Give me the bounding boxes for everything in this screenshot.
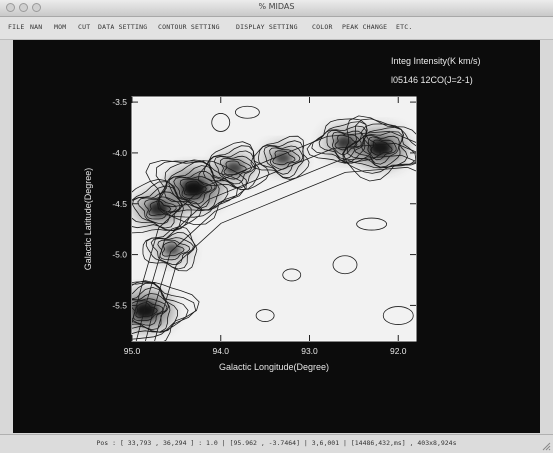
menu-nan[interactable]: NAN <box>30 23 43 31</box>
window-titlebar[interactable]: % MIDAS <box>0 0 553 17</box>
y-tick-label: -5.0 <box>112 250 127 260</box>
contour-line <box>234 105 260 119</box>
contour-line <box>145 232 196 270</box>
menu-cut[interactable]: CUT <box>78 23 91 31</box>
menu-peak-change[interactable]: PEAK CHANGE <box>342 23 388 31</box>
y-tick-label: -5.5 <box>112 300 127 310</box>
cursor-status-readout: Pos : [ 33,793 , 36,294 ] : 1.0 | [95.96… <box>96 439 457 447</box>
y-tick-label: -3.5 <box>112 97 127 107</box>
contour-lines <box>132 105 416 341</box>
contour-line <box>311 121 373 164</box>
contour-line <box>367 136 397 161</box>
contour-line <box>353 131 403 168</box>
x-axis-label: Galactic Longitude(Degree) <box>219 362 329 372</box>
map-label-line2: l05146 12CO(J=2-1) <box>391 75 473 85</box>
contour-line <box>220 157 253 180</box>
contour-line <box>211 113 231 132</box>
contour-line <box>197 141 270 191</box>
contour-line <box>342 118 416 174</box>
contour-line <box>132 280 189 334</box>
contour-line <box>356 217 388 231</box>
contour-line <box>168 171 218 209</box>
contour-line <box>326 130 365 160</box>
contour-line <box>332 255 358 275</box>
contour-line <box>145 154 416 341</box>
contour-line <box>213 155 256 185</box>
menu-display-setting[interactable]: DISPLAY SETTING <box>236 23 298 31</box>
contour-line <box>154 166 416 341</box>
plot-canvas[interactable]: Integ Intensity(K km/s) l05146 12CO(J=2-… <box>13 40 540 433</box>
window-title: % MIDAS <box>258 2 295 11</box>
x-tick-label: 92.0 <box>390 346 407 356</box>
contour-line <box>370 139 393 156</box>
contour-line <box>132 298 168 326</box>
contour-line <box>255 309 275 322</box>
contour-line <box>318 125 367 163</box>
map-plot-area: 95.0 94.0 93.0 92.0 -3.5 -4.0 -4.5 -5.0 -5.5 <box>112 96 417 356</box>
contour-line <box>282 268 302 282</box>
contour-line <box>331 131 362 155</box>
contour-line <box>263 145 304 175</box>
contour-line <box>257 140 305 179</box>
contour-line <box>132 130 416 324</box>
menu-etc[interactable]: ETC. <box>396 23 413 31</box>
contour-line <box>158 161 229 211</box>
contour-line <box>173 176 216 205</box>
x-tick-label: 93.0 <box>301 346 318 356</box>
contour-line <box>250 135 310 180</box>
contour-line <box>132 281 197 340</box>
x-tick-label: 94.0 <box>212 346 229 356</box>
close-window-button[interactable] <box>6 3 15 12</box>
contour-line <box>150 237 194 266</box>
y-axis-ticks: -3.5 -4.0 -4.5 -5.0 -5.5 <box>112 97 416 310</box>
contour-line <box>135 142 416 341</box>
resize-grip-icon[interactable] <box>541 441 551 451</box>
map-label-line1: Integ Intensity(K km/s) <box>391 56 481 66</box>
contour-line <box>142 225 198 272</box>
y-tick-label: -4.0 <box>112 148 127 158</box>
contour-line <box>179 178 213 200</box>
contour-line <box>132 281 200 341</box>
contour-line <box>155 160 246 218</box>
emission-peak <box>153 236 191 263</box>
menu-file[interactable]: FILE <box>8 23 25 31</box>
y-tick-label: -4.5 <box>112 199 127 209</box>
contour-line <box>343 115 416 182</box>
contour-line <box>143 198 177 220</box>
contour-line <box>132 181 192 232</box>
contour-line <box>132 191 183 229</box>
contour-line <box>203 145 261 191</box>
contour-line <box>382 306 414 325</box>
contour-line <box>135 302 158 318</box>
menu-bar: FILE NAN MOM CUT DATA SETTING CONTOUR SE… <box>0 17 553 40</box>
contour-line <box>148 200 172 216</box>
y-axis-label: Galactic Latitude(Degree) <box>83 168 93 271</box>
contour-line <box>161 241 185 257</box>
menu-data-setting[interactable]: DATA SETTING <box>98 23 148 31</box>
menu-color[interactable]: COLOR <box>312 23 333 31</box>
contour-line <box>269 147 301 170</box>
contour-line <box>137 196 181 225</box>
menu-mom[interactable]: MOM <box>54 23 67 31</box>
status-bar: Pos : [ 33,793 , 36,294 ] : 1.0 | [95.96… <box>0 434 553 453</box>
contour-line <box>183 180 207 196</box>
contour-line <box>223 160 247 176</box>
contour-line <box>361 134 400 165</box>
x-tick-label: 95.0 <box>124 346 141 356</box>
map-plot[interactable]: Integ Intensity(K km/s) l05146 12CO(J=2-… <box>13 40 540 433</box>
zoom-window-button[interactable] <box>32 3 41 12</box>
menu-contour-setting[interactable]: CONTOUR SETTING <box>158 23 220 31</box>
minimize-window-button[interactable] <box>19 3 28 12</box>
